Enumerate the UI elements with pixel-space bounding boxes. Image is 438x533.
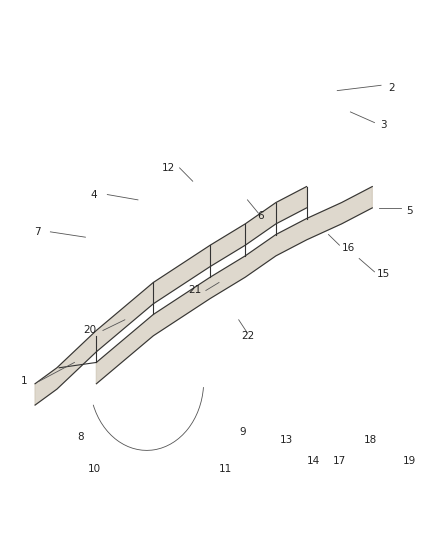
Polygon shape xyxy=(96,187,372,384)
Text: 2: 2 xyxy=(389,83,396,93)
Text: 22: 22 xyxy=(241,331,254,341)
Text: 3: 3 xyxy=(380,120,387,130)
Text: 14: 14 xyxy=(307,456,320,466)
Text: 1: 1 xyxy=(21,376,28,386)
Text: 16: 16 xyxy=(342,243,355,253)
Text: 17: 17 xyxy=(333,456,346,466)
Text: 12: 12 xyxy=(162,163,175,173)
Text: 20: 20 xyxy=(83,326,96,335)
Text: 8: 8 xyxy=(78,432,85,442)
Text: 5: 5 xyxy=(406,206,413,215)
Text: 11: 11 xyxy=(219,464,232,474)
Text: 13: 13 xyxy=(280,435,293,445)
Text: 9: 9 xyxy=(240,427,247,437)
Polygon shape xyxy=(35,187,307,405)
Text: 10: 10 xyxy=(88,464,101,474)
Text: 18: 18 xyxy=(364,435,377,445)
Text: 6: 6 xyxy=(257,211,264,221)
Text: 15: 15 xyxy=(377,270,390,279)
Text: 19: 19 xyxy=(403,456,416,466)
Text: 21: 21 xyxy=(188,286,201,295)
Text: 7: 7 xyxy=(34,227,41,237)
Text: 4: 4 xyxy=(91,190,98,199)
